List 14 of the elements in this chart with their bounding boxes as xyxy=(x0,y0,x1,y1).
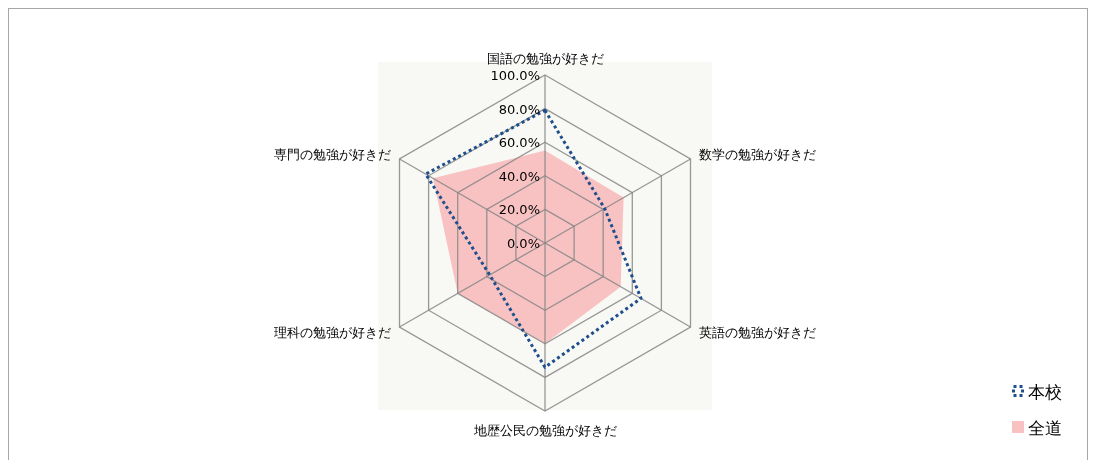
spoke-label: 専門の勉強が好きだ xyxy=(273,146,391,162)
spoke-label: 国語の勉強が好きだ xyxy=(486,50,604,66)
y-tick-label: 40.0% xyxy=(498,168,540,184)
y-tick-label: 0.0% xyxy=(506,236,540,251)
spoke-label: 地歴公民の勉強が好きだ xyxy=(472,423,617,439)
legend-label: 全道 xyxy=(1028,418,1062,438)
y-tick-label: 60.0% xyxy=(498,135,540,151)
y-tick-label: 20.0% xyxy=(498,202,540,218)
spoke-label: 数学の勉強が好きだ xyxy=(699,146,817,162)
spoke-label: 理科の勉強が好きだ xyxy=(273,325,391,341)
y-tick-label: 100.0% xyxy=(490,68,540,83)
spoke-label: 英語の勉強が好きだ xyxy=(699,325,817,341)
y-tick-label: 80.0% xyxy=(498,101,540,117)
legend-label: 本校 xyxy=(1028,382,1062,402)
